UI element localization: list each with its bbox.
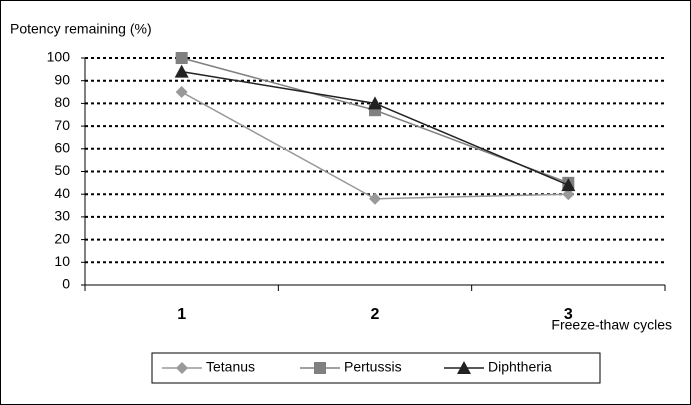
x-tick-label: 1: [177, 306, 186, 323]
y-tick-label: 30: [54, 208, 70, 224]
point: [175, 52, 188, 64]
y-tick-label: 100: [47, 49, 71, 65]
y-tick-label: 50: [54, 162, 70, 178]
point: [174, 64, 189, 78]
x-tick-label: 3: [564, 306, 573, 323]
legend-box: [151, 352, 601, 384]
point: [175, 86, 188, 99]
legend-label: Pertussis: [344, 359, 402, 375]
y-tick-label: 40: [54, 185, 70, 201]
legend-label: Tetanus: [206, 359, 255, 375]
point: [369, 192, 381, 205]
point: [368, 96, 382, 110]
legend-marker: [176, 362, 188, 374]
point: [562, 188, 575, 201]
x-tick-label: 2: [371, 306, 380, 323]
y-axis-label: Potency remaining (%): [10, 21, 152, 37]
legend-marker: [457, 361, 471, 374]
legend-label: Diphtheria: [488, 359, 552, 375]
legend-marker: [314, 362, 326, 374]
x-axis-label: Freeze-thaw cycles: [551, 317, 672, 333]
y-tick-label: 10: [54, 253, 70, 269]
y-tick-label: 20: [54, 230, 70, 246]
point: [561, 178, 576, 192]
y-tick-label: 0: [62, 276, 70, 292]
y-tick-label: 90: [54, 71, 70, 87]
y-tick-label: 80: [54, 94, 70, 110]
y-tick-label: 70: [54, 117, 70, 133]
y-tick-label: 60: [54, 140, 70, 156]
